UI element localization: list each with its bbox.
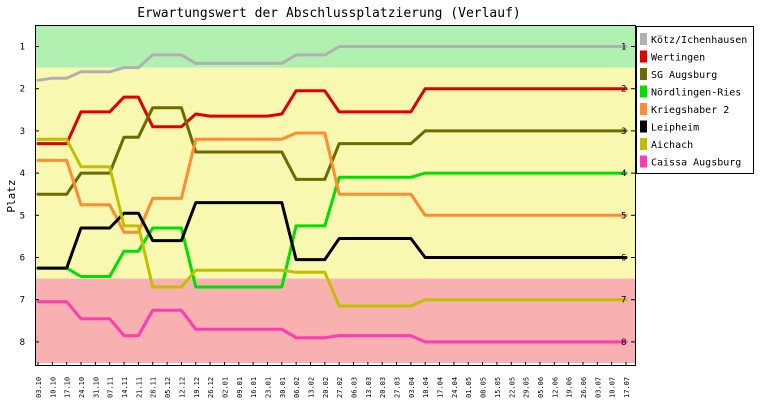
y-tick-label-right-4: 4	[621, 169, 626, 179]
legend-label-2: Wertingen	[651, 53, 705, 64]
legend-swatch-8	[640, 155, 647, 168]
y-tick-label-right-1: 1	[621, 43, 626, 53]
x-tick-label-14: 02.01	[221, 377, 229, 398]
x-tick-label-17: 23.01	[264, 377, 272, 398]
x-tick-label-12: 19.12	[193, 377, 201, 398]
x-tick-label-13: 26.12	[207, 377, 215, 398]
zone-band-3	[35, 278, 635, 363]
x-tick-label-16: 16.01	[250, 377, 258, 398]
legend-swatch-4	[640, 85, 647, 98]
x-tick-label-11: 12.12	[178, 377, 186, 398]
y-tick-label-left-4: 4	[20, 169, 25, 179]
y-axis-label: Platz	[5, 179, 18, 212]
x-tick-label-19: 06.02	[293, 377, 301, 398]
x-tick-label-22: 27.02	[336, 377, 344, 398]
legend-swatch-7	[640, 138, 647, 150]
x-tick-label-41: 10.07	[609, 377, 617, 398]
legend-label-7: Aichach	[651, 140, 693, 151]
x-tick-label-42: 17.07	[623, 377, 631, 398]
x-tick-label-36: 05.06	[537, 377, 545, 398]
x-tick-label-2: 10.10	[49, 377, 57, 398]
series-line-7	[36, 137, 628, 308]
legend-box	[636, 26, 754, 174]
legend-label-8: Caissa Augsburg	[651, 158, 741, 169]
x-tick-label-39: 26.06	[580, 377, 588, 398]
x-tick-label-34: 22.05	[508, 377, 516, 398]
x-tick-label-6: 07.11	[107, 377, 115, 398]
legend-swatch-2	[640, 50, 647, 63]
legend-label-5: Kriegshaber 2	[651, 105, 729, 116]
chart-title: Erwartungswert der Abschlussplatzierung …	[137, 6, 521, 21]
y-axis-ticks: 1 1 2 2 3 3 4 4 5 5 6 6 7 7 8 8	[20, 43, 635, 348]
y-tick-label-right-7: 7	[621, 296, 626, 306]
x-tick-label-5: 31.10	[92, 377, 100, 398]
x-tick-label-3: 17.10	[64, 377, 72, 398]
legend-label-4: Nördlingen-Ries	[651, 88, 741, 99]
legend: Kötz/Ichenhausen Wertingen SG Augsburg Nörd…	[636, 26, 754, 174]
x-tick-label-8: 21.11	[135, 377, 143, 398]
x-tick-label-15: 09.01	[236, 377, 244, 398]
x-tick-label-28: 10.04	[422, 377, 430, 398]
y-tick-label-right-5: 5	[621, 211, 626, 221]
x-tick-label-35: 29.05	[523, 377, 531, 398]
y-tick-label-right-8: 8	[621, 338, 626, 348]
plot-frame	[35, 25, 636, 366]
legend-swatch-5	[640, 103, 647, 115]
y-tick-label-right-3: 3	[621, 127, 626, 137]
x-tick-label-29: 17.04	[437, 377, 445, 398]
x-tick-label-20: 13.02	[307, 377, 315, 398]
x-tick-label-30: 24.04	[451, 377, 459, 398]
series-line-2	[36, 87, 628, 146]
x-tick-label-18: 30.01	[279, 377, 287, 398]
x-tick-label-32: 08.05	[480, 377, 488, 398]
legend-swatch-1	[640, 33, 647, 45]
legend-label-3: SG Augsburg	[651, 70, 717, 81]
x-tick-label-10: 05.12	[164, 377, 172, 398]
legend-swatch-3	[640, 68, 647, 80]
x-tick-label-33: 15.05	[494, 377, 502, 398]
x-tick-label-26: 27.03	[394, 377, 402, 398]
legend-label-1: Kötz/Ichenhausen	[651, 35, 747, 46]
x-tick-label-40: 03.07	[594, 377, 602, 398]
y-tick-label-left-8: 8	[20, 338, 25, 348]
x-tick-label-25: 20.03	[379, 377, 387, 398]
legend-label-6: Leipheim	[651, 123, 699, 134]
y-tick-label-left-1: 1	[20, 43, 25, 53]
series-line-4	[36, 171, 628, 289]
y-tick-label-right-2: 2	[621, 85, 626, 95]
x-tick-label-27: 03.04	[408, 377, 416, 398]
x-tick-label-9: 28.11	[150, 377, 158, 398]
x-tick-label-4: 24.10	[78, 377, 86, 398]
series-line-5	[36, 131, 628, 234]
y-tick-label-left-6: 6	[20, 254, 25, 264]
x-tick-label-1: 03.10	[35, 377, 43, 398]
y-tick-label-left-2: 2	[20, 85, 25, 95]
x-tick-label-24: 13.03	[365, 377, 373, 398]
y-tick-label-left-3: 3	[20, 127, 25, 137]
series-line-8	[36, 300, 628, 344]
y-tick-label-right-6: 6	[621, 254, 626, 264]
series-line-1	[36, 45, 628, 82]
x-axis-ticks: 03.10 10.10 17.10 24.10 31.10 07.11 14.11 21.11…	[35, 362, 631, 398]
x-tick-label-23: 06.03	[351, 377, 359, 398]
x-tick-label-37: 12.06	[551, 377, 559, 398]
y-tick-label-left-7: 7	[20, 296, 25, 306]
series-line-6	[36, 201, 628, 270]
x-tick-label-38: 19.06	[566, 377, 574, 398]
x-tick-label-7: 14.11	[121, 377, 129, 398]
series-lines	[36, 45, 628, 344]
x-tick-label-31: 01.05	[465, 377, 473, 398]
x-tick-label-21: 20.02	[322, 377, 330, 398]
y-tick-label-left-5: 5	[20, 211, 25, 221]
legend-swatch-6	[640, 120, 647, 133]
